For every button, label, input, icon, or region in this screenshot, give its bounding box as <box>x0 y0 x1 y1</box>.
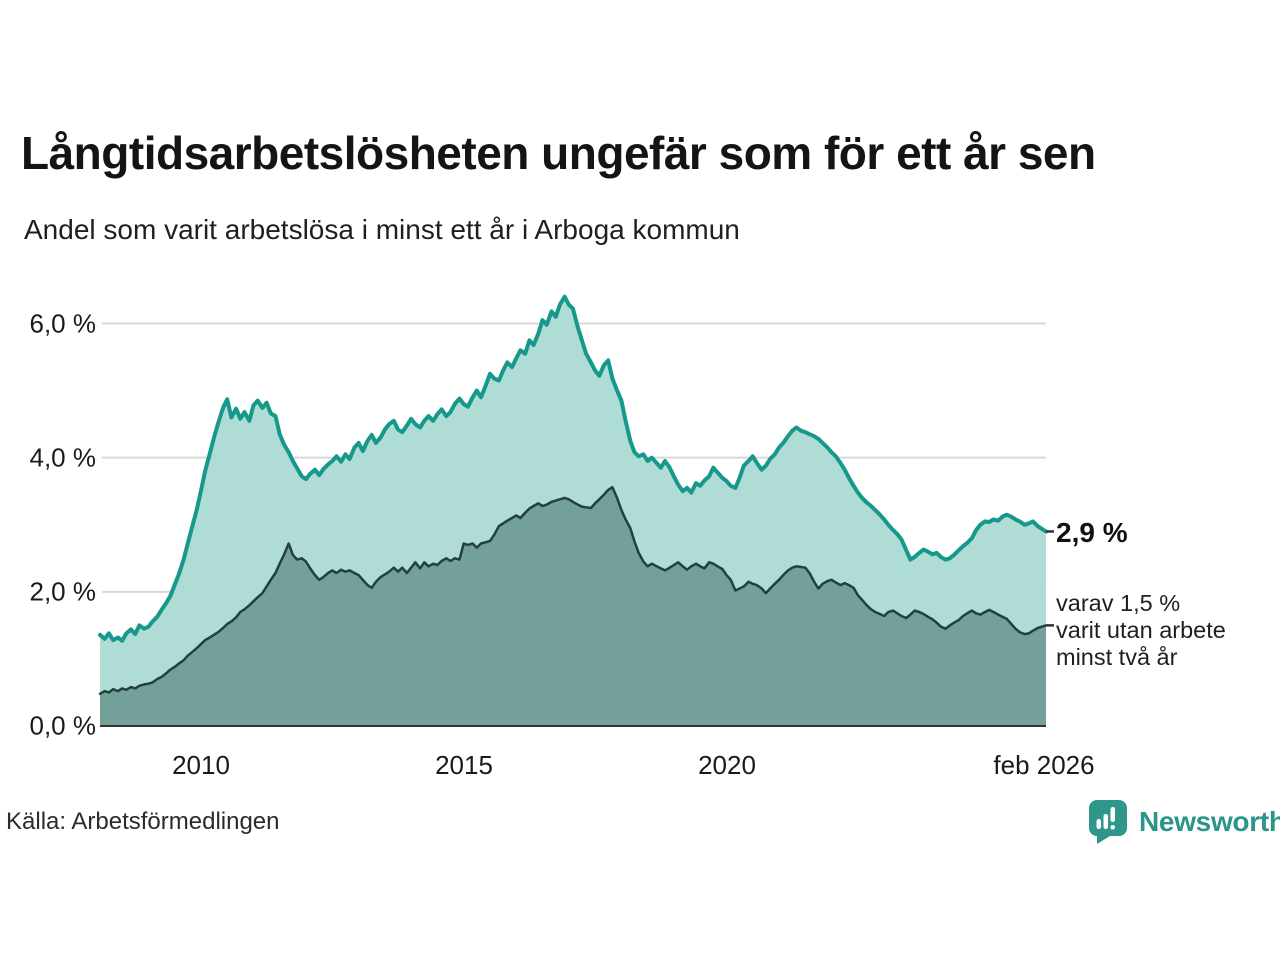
newsworthy-logo-icon <box>1088 799 1128 844</box>
note-line-3: minst två år <box>1056 644 1178 670</box>
latest-value-label: 2,9 % <box>1056 517 1128 548</box>
newsworthy-logo: Newsworthy <box>1088 799 1280 844</box>
x-axis-tick-label-2015: 2015 <box>435 750 493 780</box>
chart-title: Långtidsarbetslösheten ungefär som för e… <box>21 127 1096 179</box>
source-caption: Källa: Arbetsförmedlingen <box>6 808 280 835</box>
x-axis-tick-label-feb-2026: feb 2026 <box>993 750 1095 780</box>
newsworthy-wordmark: Newsworthy <box>1139 805 1280 837</box>
secondary-value-note: varav 1,5 % varit utan arbete minst två … <box>1056 590 1226 671</box>
note-line-2: varit utan arbete <box>1056 617 1226 643</box>
x-axis-tick-label-2020: 2020 <box>698 750 756 780</box>
chart-subtitle: Andel som varit arbetslösa i minst ett å… <box>24 214 740 245</box>
y-axis-tick-label-0: 0,0 % <box>29 710 97 741</box>
note-line-1: varav 1,5 % <box>1056 590 1181 616</box>
y-axis-tick-label-4: 4,0 % <box>29 442 97 473</box>
x-axis-tick-label-2010: 2010 <box>172 750 230 780</box>
y-axis-tick-label-6: 6,0 % <box>29 308 97 338</box>
y-axis-tick-label-2: 2,0 % <box>29 576 97 607</box>
